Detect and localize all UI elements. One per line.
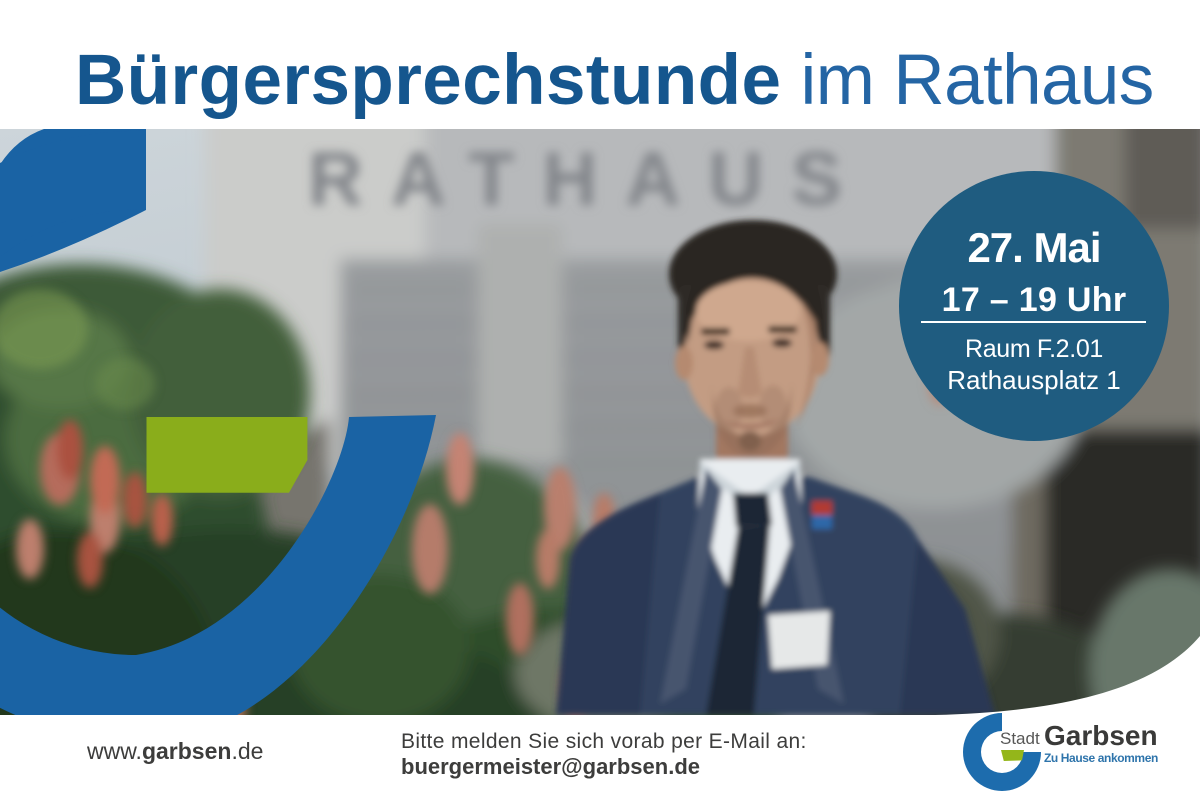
svg-text:RATHAUS: RATHAUS (308, 137, 870, 222)
